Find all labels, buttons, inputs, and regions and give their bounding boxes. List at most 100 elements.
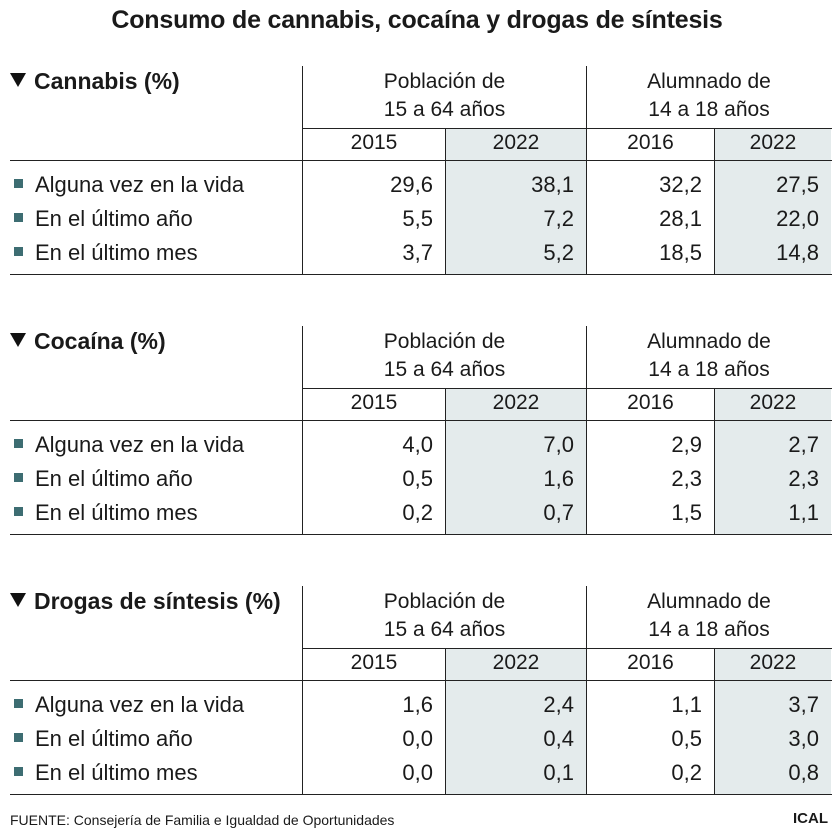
table-row: En el último mes 0,0 0,1 0,2 0,8 [0,756,834,790]
section-table: Cocaína (%) Población de 15 a 64 años Alumn… [0,322,834,542]
table-row: Alguna vez en la vida 1,6 2,4 1,1 3,7 [0,688,834,722]
row-divider [10,160,832,161]
year-header: 2015 [350,131,398,154]
table-cell: 32,2 [659,172,702,197]
column-divider [302,586,303,794]
year-header: 2022 [492,391,540,414]
table-cell: 1,1 [671,692,702,717]
table-row: En el último año 5,5 7,2 28,1 22,0 [0,202,834,236]
row-label: En el último mes [14,756,198,790]
group-header-line: Alumnado de [647,70,771,93]
section-title: Drogas de síntesis (%) [10,588,281,615]
row-label-text: En el último mes [35,240,198,265]
row-label-text: Alguna vez en la vida [35,172,245,197]
column-divider [445,648,446,794]
section-table: Cannabis (%) Población de 15 a 64 años Alum… [0,62,834,282]
row-label: Alguna vez en la vida [14,688,244,722]
group-header-line: 15 a 64 años [383,618,506,641]
shaded-column [715,388,831,534]
group-header-line: Población de [383,330,506,353]
table-cell: 2,4 [543,692,574,717]
table-cell: 28,1 [659,206,702,231]
table-cell: 3,7 [402,240,433,265]
row-label: Alguna vez en la vida [14,428,244,462]
table-row: Alguna vez en la vida 29,6 38,1 32,2 27,5 [0,168,834,202]
row-divider [10,420,832,421]
triangle-down-icon [10,593,26,607]
row-label-text: En el último mes [35,500,198,525]
row-label-text: En el último mes [35,760,198,785]
group-header-poblacion: Población de 15 a 64 años [303,328,586,388]
table-cell: 0,4 [543,726,574,751]
table-cell: 0,0 [402,726,433,751]
shaded-column [446,128,586,274]
section-title-text: Cannabis (%) [34,68,180,94]
row-divider [10,534,832,535]
table-cell: 3,0 [788,726,819,751]
row-label-text: En el último año [35,726,193,751]
year-header: 2022 [749,131,797,154]
group-header-alumnado: Alumnado de 14 a 18 años [587,588,831,648]
table-cell: 2,7 [788,432,819,457]
square-bullet-icon [14,213,23,222]
table-cell: 0,8 [788,760,819,785]
column-divider [445,128,446,274]
row-divider [302,128,832,129]
square-bullet-icon [14,767,23,776]
table-cell: 3,7 [788,692,819,717]
square-bullet-icon [14,473,23,482]
table-cell: 1,6 [402,692,433,717]
table-row: En el último año 0,5 1,6 2,3 2,3 [0,462,834,496]
square-bullet-icon [14,179,23,188]
group-header-line: Alumnado de [647,590,771,613]
table-cell: 2,9 [671,432,702,457]
shaded-column [715,648,831,794]
shaded-column [715,128,831,274]
row-label-text: En el último año [35,206,193,231]
table-cell: 5,2 [543,240,574,265]
group-header-line: Población de [383,70,506,93]
table-cell: 7,0 [543,432,574,457]
group-header-line: 14 a 18 años [648,358,770,381]
table-cell: 27,5 [776,172,819,197]
shaded-column [446,648,586,794]
row-label: En el último año [14,722,193,756]
source-note: FUENTE: Consejería de Familia e Igualdad… [10,812,395,828]
row-label: Alguna vez en la vida [14,168,244,202]
row-divider [302,648,832,649]
group-header-alumnado: Alumnado de 14 a 18 años [587,328,831,388]
group-header-line: Alumnado de [647,330,771,353]
table-row: En el último mes 3,7 5,2 18,5 14,8 [0,236,834,270]
year-header: 2016 [627,651,674,674]
table-cell: 2,3 [788,466,819,491]
table-cell: 38,1 [531,172,574,197]
table-row: En el último año 0,0 0,4 0,5 3,0 [0,722,834,756]
column-divider [302,326,303,534]
column-divider [586,586,587,794]
section-title-text: Cocaína (%) [34,328,166,354]
row-label-text: En el último año [35,466,193,491]
table-cell: 0,5 [402,466,433,491]
row-divider [302,388,832,389]
row-label: En el último mes [14,496,198,530]
table-row: Alguna vez en la vida 4,0 7,0 2,9 2,7 [0,428,834,462]
table-cell: 4,0 [402,432,433,457]
group-header-line: 15 a 64 años [383,98,506,121]
group-header-poblacion: Población de 15 a 64 años [303,68,586,128]
section-title-text: Drogas de síntesis (%) [34,588,281,614]
year-header: 2015 [350,651,398,674]
row-divider [10,274,832,275]
table-cell: 7,2 [543,206,574,231]
row-label: En el último año [14,202,193,236]
column-divider [586,66,587,274]
section-title: Cocaína (%) [10,328,166,355]
row-label: En el último año [14,462,193,496]
row-divider [10,680,832,681]
square-bullet-icon [14,247,23,256]
table-cell: 29,6 [390,172,433,197]
table-cell: 18,5 [659,240,702,265]
triangle-down-icon [10,73,26,87]
group-header-line: 14 a 18 años [648,98,770,121]
table-cell: 0,7 [543,500,574,525]
section-table: Drogas de síntesis (%) Población de 15 a 6… [0,582,834,802]
